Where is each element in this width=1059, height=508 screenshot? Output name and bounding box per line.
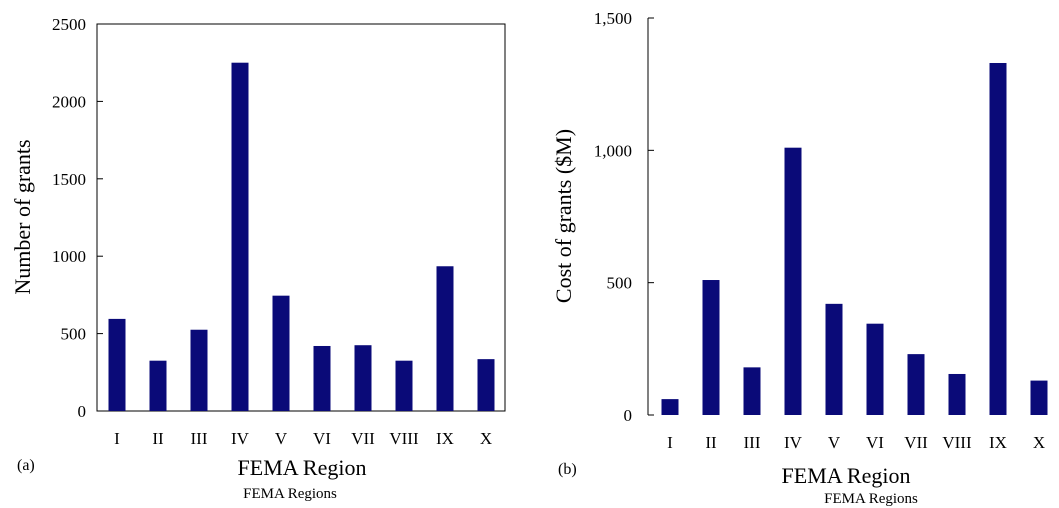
bar-region-vi <box>313 345 331 411</box>
x-tick-label: IX <box>436 429 454 448</box>
y-tick-label: 2500 <box>52 15 86 34</box>
bar-region-v <box>825 303 843 415</box>
x-tick-label: I <box>667 433 673 452</box>
figure-caption: FEMA Regions <box>243 486 337 502</box>
x-tick-label: IV <box>784 433 803 452</box>
bar-region-vi <box>866 323 884 415</box>
x-tick-label: VIII <box>942 433 972 452</box>
bar-region-iii <box>190 329 208 411</box>
y-tick-label: 500 <box>61 325 87 344</box>
x-tick-label: V <box>828 433 841 452</box>
bar-region-iv <box>784 147 802 416</box>
x-tick-label: I <box>114 429 120 448</box>
plot-frame <box>96 23 506 412</box>
x-tick-label: IV <box>231 429 250 448</box>
y-tick-label: 1,000 <box>594 141 632 160</box>
bar-region-iii <box>743 367 761 415</box>
x-tick-label: VII <box>351 429 375 448</box>
y-tick-label: 1,500 <box>594 9 632 28</box>
x-tick-label: VI <box>313 429 331 448</box>
bar-region-i <box>108 318 126 411</box>
x-tick-label: VI <box>866 433 884 452</box>
bar-region-ix <box>989 62 1007 415</box>
bar-region-vii <box>354 345 372 411</box>
x-tick-label: II <box>705 433 717 452</box>
x-tick-label: III <box>191 429 208 448</box>
y-tick-label: 0 <box>624 406 633 425</box>
bar-region-i <box>661 399 679 415</box>
bar-region-x <box>477 359 495 411</box>
bar-region-x <box>1030 380 1048 415</box>
bar-region-v <box>272 295 290 411</box>
x-tick-label: V <box>275 429 288 448</box>
bar-region-ix <box>436 266 454 411</box>
y-tick-label: 1500 <box>52 170 86 189</box>
figure-caption: FEMA Regions <box>824 491 918 507</box>
panel-label: (a) <box>17 457 35 474</box>
y-axis-title: Number of grants <box>10 139 35 294</box>
bar-region-ii <box>149 360 167 411</box>
bar-region-viii <box>395 360 413 411</box>
panel-label: (b) <box>558 461 577 478</box>
y-tick-label: 1000 <box>52 247 86 266</box>
x-tick-label: X <box>1033 433 1045 452</box>
x-axis-title: FEMA Region <box>782 463 911 488</box>
bar-region-ii <box>702 280 720 415</box>
y-tick-label: 2000 <box>52 92 86 111</box>
y-tick-label: 500 <box>607 274 633 293</box>
x-tick-label: VIII <box>389 429 419 448</box>
x-axis-title: FEMA Region <box>238 455 367 480</box>
y-axis-title: Cost of grants ($M) <box>551 129 576 303</box>
x-tick-label: II <box>152 429 164 448</box>
x-tick-label: III <box>744 433 761 452</box>
bar-region-vii <box>907 354 925 415</box>
bar-region-iv <box>231 62 249 411</box>
x-tick-label: X <box>480 429 492 448</box>
bar-region-viii <box>948 373 966 415</box>
x-tick-label: VII <box>904 433 928 452</box>
x-tick-label: IX <box>989 433 1007 452</box>
y-tick-label: 0 <box>78 402 87 421</box>
